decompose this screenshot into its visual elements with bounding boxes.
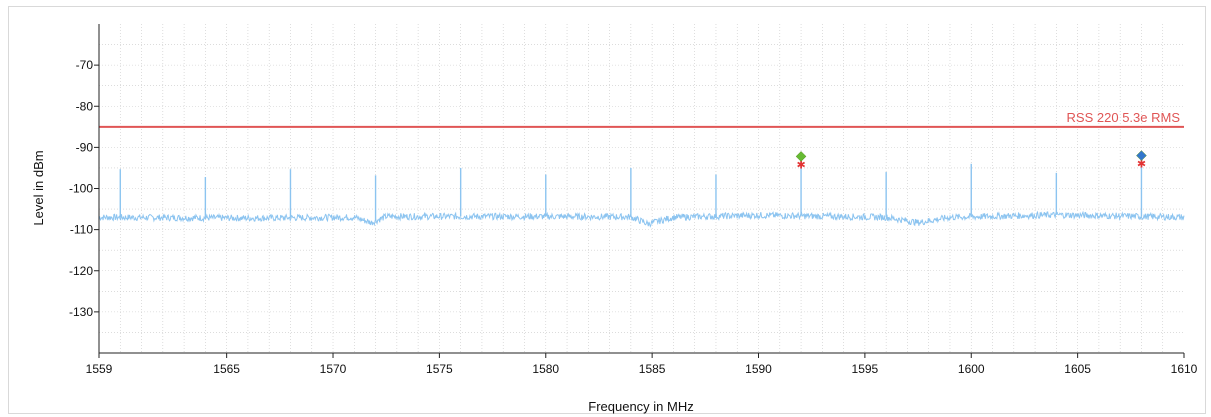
axes (94, 24, 1185, 358)
markers-group: ✱ ✱ (795, 150, 1147, 171)
y-tick-label: -70 (76, 58, 94, 72)
series-group (98, 159, 1185, 228)
peak-marker-star: ✱ (796, 158, 805, 171)
x-tick-label: 1575 (426, 362, 453, 376)
peak-marker-star: ✱ (1137, 158, 1146, 171)
noise-floor-trace (98, 210, 1185, 228)
y-tick-label: -80 (76, 99, 94, 113)
y-tick-label: -90 (76, 140, 94, 154)
y-tick-label: -130 (69, 305, 93, 319)
x-tick-label: 1565 (213, 362, 240, 376)
x-tick-label: 1559 (86, 362, 113, 376)
y-tick-label: -100 (69, 182, 93, 196)
x-tick-label: 1610 (1171, 362, 1198, 376)
spectrum-chart: RSS 220 5.3e RMS ✱ ✱ 1559 1565 1570 1575 1580… (31, 24, 1198, 414)
tick-labels: 1559 1565 1570 1575 1580 1585 1590 1595 1600 1605… (69, 58, 1198, 376)
x-tick-label: 1600 (958, 362, 985, 376)
x-axis-title: Frequency in MHz (588, 399, 693, 414)
y-tick-label: -110 (70, 223, 93, 237)
x-tick-label: 1595 (852, 362, 879, 376)
y-tick-label: -120 (69, 264, 93, 278)
y-axis-title: Level in dBm (31, 150, 46, 225)
x-tick-label: 1605 (1064, 362, 1091, 376)
peak-marker-diamond (1136, 150, 1147, 161)
x-tick-label: 1580 (532, 362, 559, 376)
limit-line-group: RSS 220 5.3e RMS (99, 110, 1184, 128)
chart-frame: RSS 220 5.3e RMS ✱ ✱ 1559 1565 1570 1575 1580… (8, 6, 1206, 414)
x-tick-label: 1585 (639, 362, 666, 376)
x-tick-label: 1570 (320, 362, 347, 376)
peak-marker-diamond (795, 151, 807, 162)
x-tick-label: 1590 (745, 362, 772, 376)
limit-line-label: RSS 220 5.3e RMS (1067, 110, 1181, 125)
grid (99, 24, 1184, 353)
